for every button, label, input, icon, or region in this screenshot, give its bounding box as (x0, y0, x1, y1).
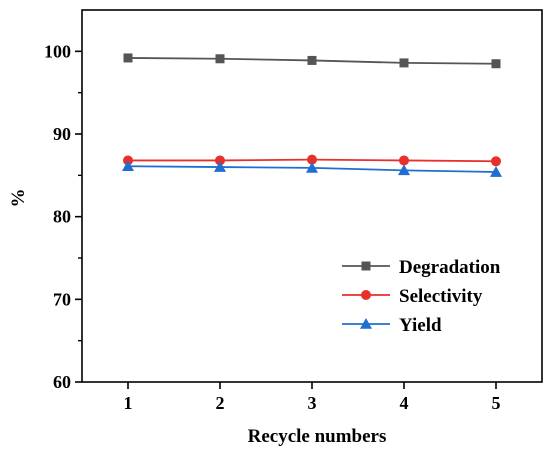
data-point (307, 55, 317, 65)
series-layer (122, 53, 502, 177)
data-point (399, 58, 409, 68)
data-point (491, 156, 501, 167)
y-tick-label: 80 (53, 207, 71, 227)
data-point (214, 161, 226, 172)
legend-label: Selectivity (399, 286, 483, 307)
plot-frame (81, 9, 543, 383)
y-tick-label: 100 (44, 41, 71, 61)
y-tick-label: 70 (53, 289, 71, 309)
data-point (398, 164, 410, 176)
series-selectivity (123, 154, 501, 167)
data-point (122, 160, 134, 172)
x-tick-label: 1 (124, 393, 133, 413)
data-point (123, 53, 133, 63)
legend-item: Selectivity (342, 286, 483, 307)
x-axis-title: Recycle numbers (248, 426, 387, 447)
y-tick-label: 60 (53, 372, 71, 392)
series-degradation (123, 53, 501, 69)
data-point (306, 161, 318, 173)
series-yield (122, 160, 502, 177)
x-tick-label: 5 (492, 393, 501, 413)
data-point (399, 155, 409, 166)
data-point (215, 54, 225, 64)
y-tick-label: 90 (53, 124, 71, 144)
legend-item: Yield (342, 315, 442, 336)
data-point (215, 155, 225, 166)
x-tick-label: 2 (216, 393, 225, 413)
legend-label: Degradation (399, 257, 501, 278)
legend-marker (360, 318, 372, 329)
data-point (307, 154, 317, 165)
x-tick-label: 4 (400, 393, 409, 413)
data-point (491, 59, 501, 69)
legend-marker (361, 290, 371, 300)
legend-label: Yield (399, 315, 442, 336)
y-axis-title: % (8, 189, 29, 208)
data-point (490, 166, 502, 177)
axes: 1 2 3 4 5 60 70 80 90 100 (44, 9, 543, 413)
x-tick-label: 3 (308, 393, 317, 413)
legend-marker (361, 261, 371, 271)
legend: Degradation Selectivity Yield (342, 257, 501, 336)
legend-item: Degradation (342, 257, 501, 278)
